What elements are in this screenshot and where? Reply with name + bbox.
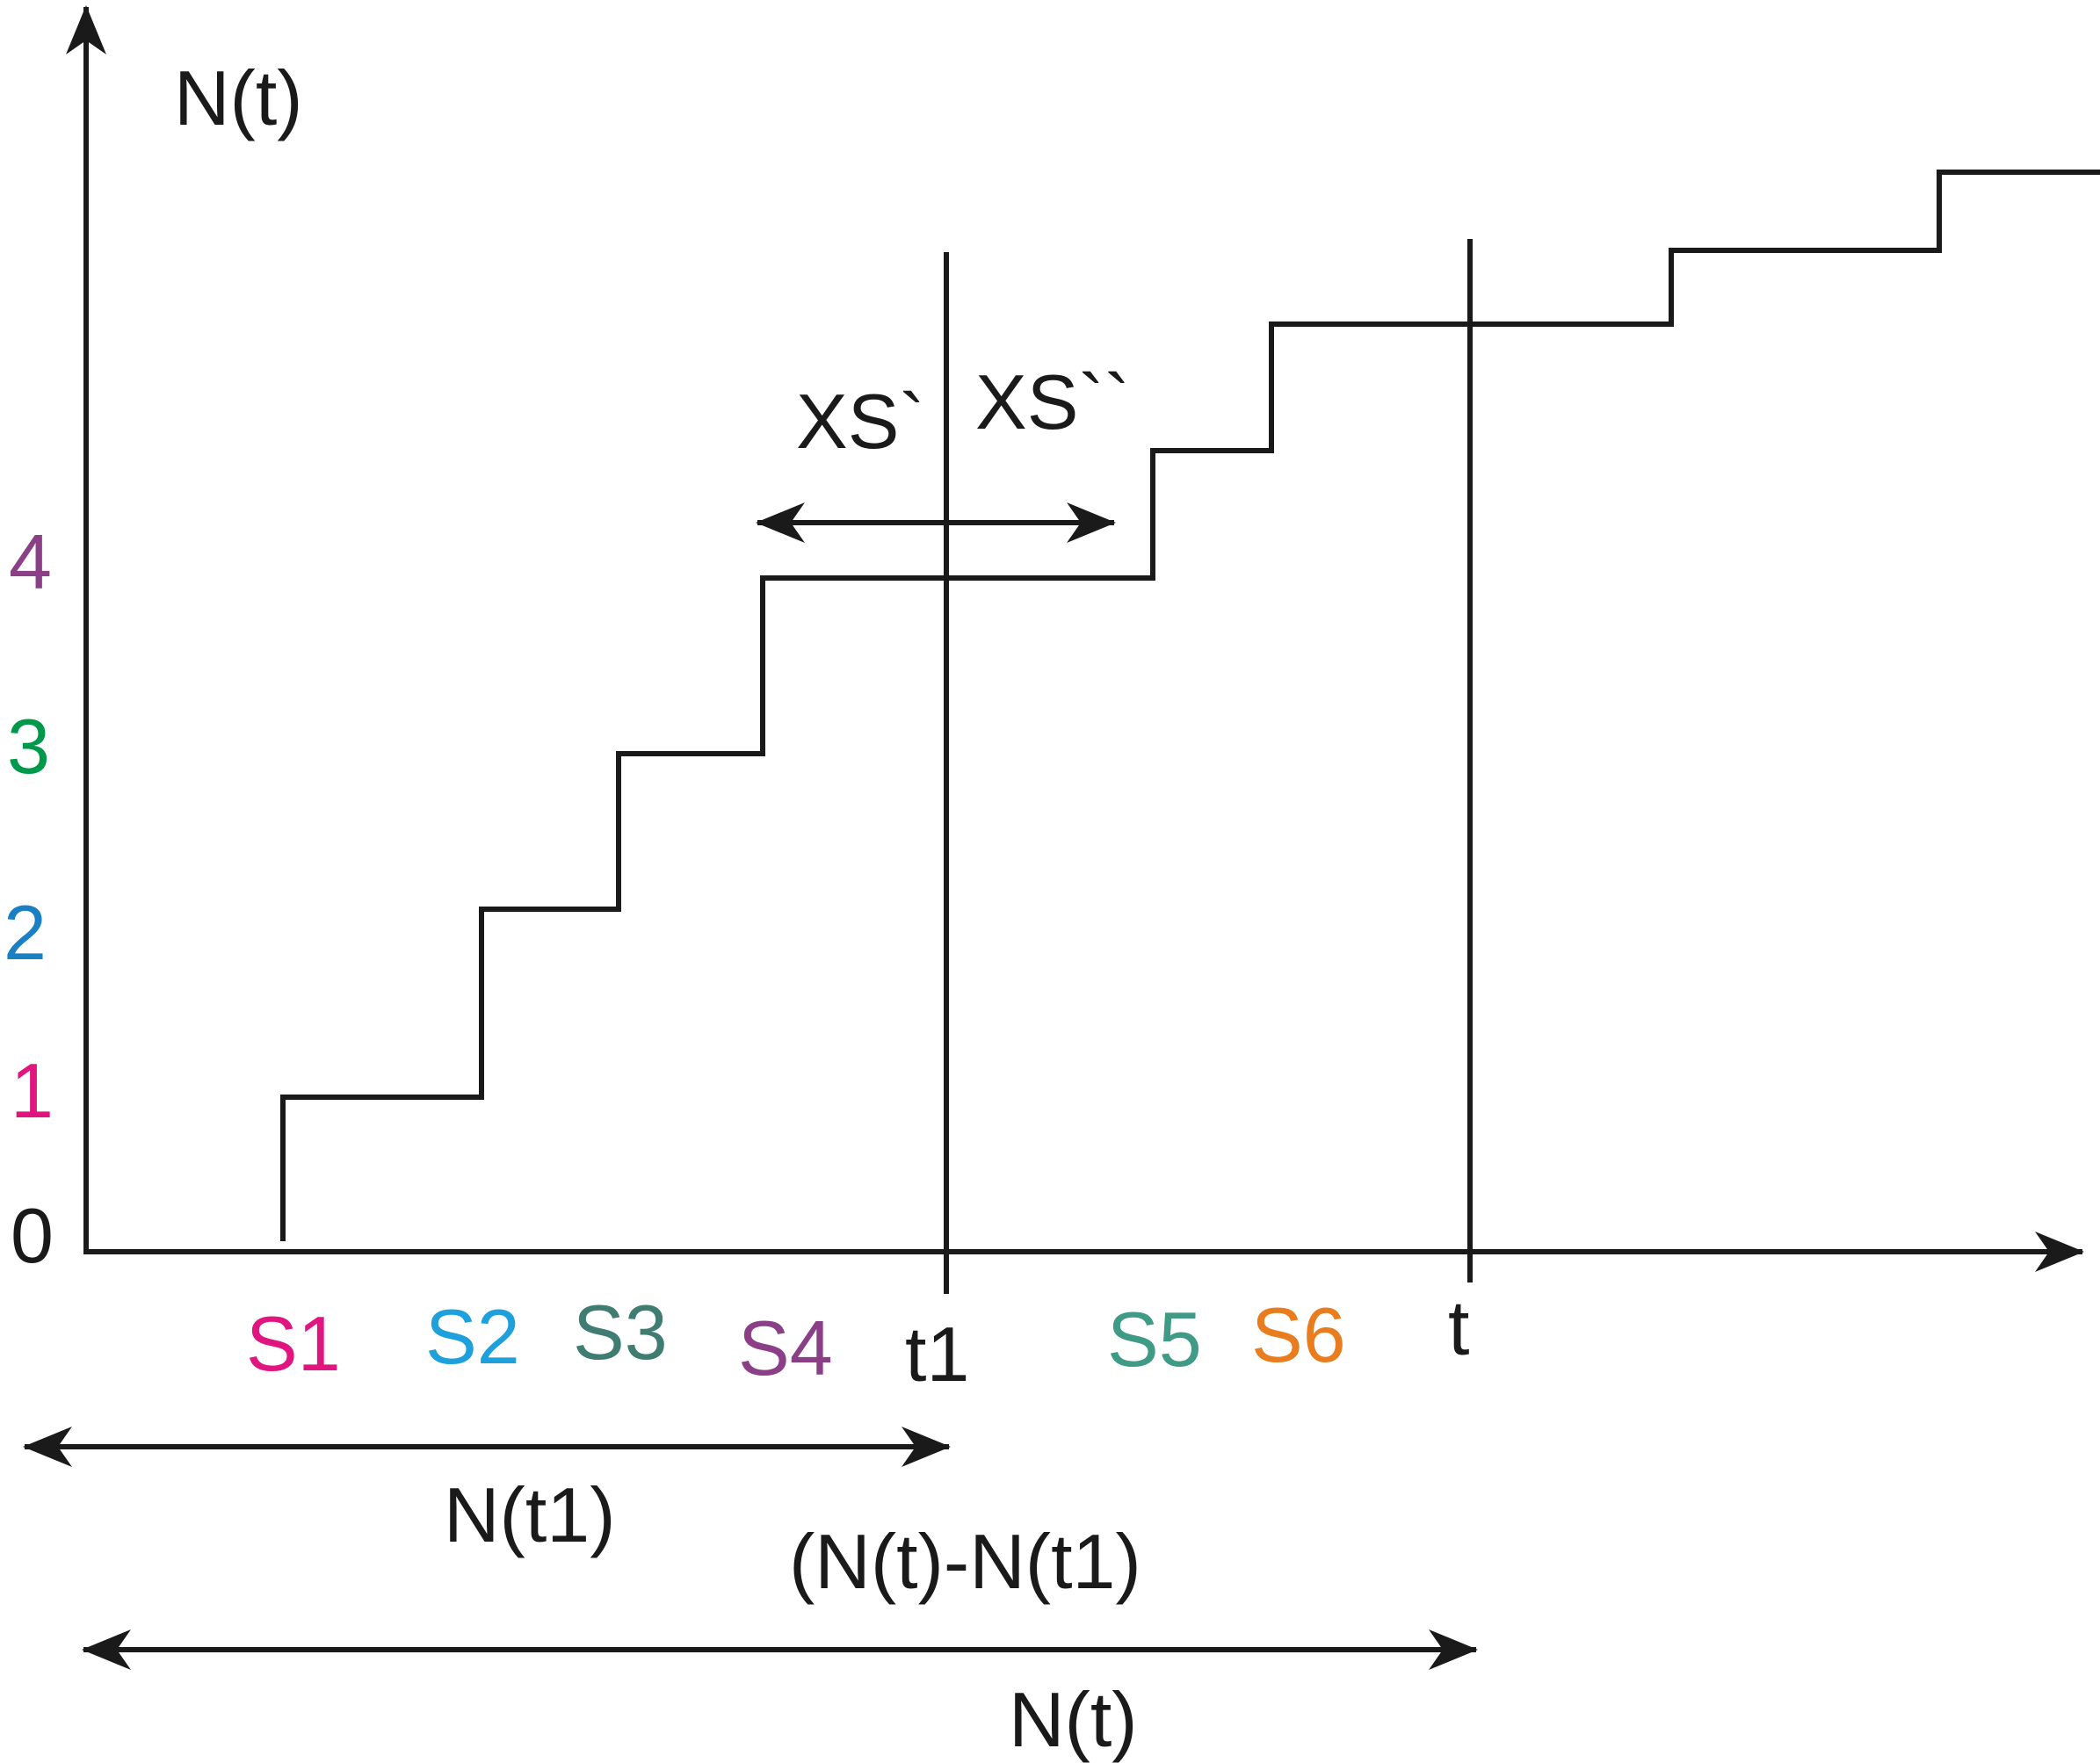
y-tick-1: 1 <box>11 1047 54 1134</box>
event-label-s1: S1 <box>246 1300 341 1387</box>
event-label-s6: S6 <box>1251 1291 1346 1378</box>
event-label-s2: S2 <box>425 1293 520 1380</box>
time-mark-t: t <box>1448 1284 1469 1371</box>
step-function-line <box>280 170 2100 1241</box>
y-axis-label: N(t) <box>174 54 303 141</box>
diff-bracket-label: (N(t)-N(t1) <box>789 1518 1141 1605</box>
n-t-bracket-label: N(t) <box>1009 1676 1138 1763</box>
xs-left-label: XS` <box>796 378 925 465</box>
time-mark-t1: t1 <box>905 1311 969 1398</box>
event-label-s5: S5 <box>1107 1296 1202 1383</box>
y-tick-4: 4 <box>9 518 52 605</box>
xs-right-label: XS`` <box>975 358 1130 445</box>
y-tick-3: 3 <box>7 703 50 790</box>
n-t1-bracket-label: N(t1) <box>444 1471 616 1558</box>
y-tick-0: 0 <box>11 1192 54 1279</box>
event-label-s4: S4 <box>738 1304 833 1391</box>
y-tick-2: 2 <box>4 889 47 976</box>
event-label-s3: S3 <box>573 1289 668 1376</box>
